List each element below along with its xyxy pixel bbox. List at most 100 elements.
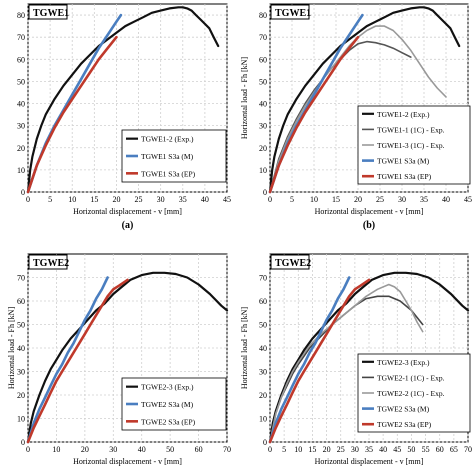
- series-line-1: [268, 6, 461, 194]
- x-tick-label: 70: [464, 445, 472, 454]
- x-tick-label: 5: [282, 445, 286, 454]
- x-tick-label: 25: [376, 195, 384, 204]
- y-tick-label: 50: [17, 77, 25, 86]
- x-tick-label: 30: [109, 445, 117, 454]
- x-axis-label: Horizontal displacement - v [mm]: [315, 207, 424, 216]
- chart-panel-4: 0 5 10 15 20 25 30 35 40 45 50 55 60 65 70 0 10 20 30 40 50 6…: [240, 253, 472, 466]
- y-tick-label: 60: [17, 297, 25, 306]
- y-tick-label: 20: [259, 391, 267, 400]
- x-tick-label: 40: [138, 445, 146, 454]
- x-tick-label: 25: [135, 195, 143, 204]
- legend-box: [121, 129, 227, 183]
- y-tick-label: 40: [17, 344, 25, 353]
- x-tick-label: 65: [450, 445, 458, 454]
- legend-label: TGWE2 S3a (M): [377, 405, 430, 414]
- y-tick-label: 10: [17, 166, 25, 175]
- x-tick-label: 15: [308, 445, 316, 454]
- chart-title: TGWE1: [33, 8, 69, 19]
- x-tick-label: 50: [166, 445, 174, 454]
- y-tick-label: 60: [17, 55, 25, 64]
- legend-label: TGWE2-2 (1C) - Exp.: [377, 389, 445, 398]
- y-tick-label: 20: [17, 144, 25, 153]
- y-tick-label: 50: [259, 77, 267, 86]
- y-tick-label: 10: [17, 415, 25, 424]
- x-tick-label: 50: [407, 445, 415, 454]
- y-tick-label: 0: [263, 188, 267, 197]
- y-tick-label: 70: [259, 33, 267, 42]
- x-tick-label: 60: [195, 445, 203, 454]
- x-tick-label: 20: [354, 195, 362, 204]
- x-tick-label: 10: [68, 195, 76, 204]
- y-axis-label: Horizontal load - Fh [kN]: [7, 307, 16, 390]
- legend-label: TGWE1 S3a (EP): [377, 172, 432, 181]
- series-line-3: [269, 283, 424, 443]
- x-tick-label: 35: [179, 195, 187, 204]
- series-line-5: [268, 278, 371, 444]
- x-tick-label: 15: [332, 195, 340, 204]
- legend-label: TGWE1-2 (Exp.): [377, 110, 430, 119]
- y-tick-label: 60: [259, 297, 267, 306]
- legend-label: TGWE1-3 (1C) - Exp.: [377, 141, 445, 150]
- title-box: [28, 4, 68, 20]
- y-tick-label: 40: [259, 100, 267, 109]
- y-axis-label: Horizontal load - Fh [kN]: [240, 57, 249, 140]
- legend-label: TGWE2-1 (1C) - Exp.: [377, 373, 445, 382]
- y-tick-label: 0: [21, 188, 25, 197]
- y-tick-label: 70: [259, 274, 267, 283]
- y-tick-label: 30: [17, 368, 25, 377]
- x-tick-label: 10: [294, 445, 302, 454]
- x-tick-label: 15: [90, 195, 98, 204]
- y-tick-label: 50: [17, 321, 25, 330]
- y-tick-label: 70: [17, 33, 25, 42]
- series-line-5: [268, 35, 360, 194]
- legend-box: [357, 105, 471, 185]
- y-tick-label: 80: [259, 11, 267, 20]
- legend-label: TGWE2-3 (Exp.): [377, 358, 430, 367]
- y-tick-label: 20: [259, 144, 267, 153]
- x-tick-label: 70: [223, 445, 231, 454]
- panel-label: (a): [122, 220, 134, 231]
- title-box: [270, 254, 310, 270]
- legend-label: TGWE1-1 (1C) - Exp.: [377, 125, 445, 134]
- y-tick-label: 30: [259, 122, 267, 131]
- y-tick-label: 70: [17, 274, 25, 283]
- legend-box: [357, 353, 471, 433]
- x-tick-label: 20: [81, 445, 89, 454]
- panel-label: (b): [363, 220, 375, 231]
- x-tick-label: 40: [379, 445, 387, 454]
- chart-panel-1: 0 5 10 15 20 25 30 35 40 45 0 10 20 30 40 50 60 70 80 TGWE1…: [17, 3, 231, 231]
- x-axis-label: Horizontal displacement - v [mm]: [73, 457, 182, 466]
- y-tick-label: 50: [259, 321, 267, 330]
- x-tick-label: 40: [201, 195, 209, 204]
- x-tick-label: 30: [398, 195, 406, 204]
- legend-label: TGWE1 S3a (EP): [141, 169, 196, 178]
- x-tick-label: 35: [420, 195, 428, 204]
- legend-label: TGWE2 S3a (EP): [141, 417, 196, 426]
- series-line-3: [26, 278, 129, 444]
- x-tick-label: 5: [290, 195, 294, 204]
- chart-title: TGWE2: [275, 258, 311, 269]
- series-line-3: [26, 35, 118, 194]
- x-axis-label: Horizontal displacement - v [mm]: [73, 207, 182, 216]
- y-tick-label: 30: [259, 368, 267, 377]
- series-line-2: [26, 276, 109, 444]
- x-tick-label: 55: [422, 445, 430, 454]
- chart-panel-2: 0 5 10 15 20 25 30 35 40 45 0 10 20 30 40 50 60 70 80 TGWE1…: [240, 3, 472, 231]
- x-tick-label: 35: [365, 445, 373, 454]
- y-axis-label: Horizontal load - Fh [kN]: [240, 307, 249, 390]
- x-tick-label: 20: [112, 195, 120, 204]
- legend-label: TGWE1-2 (Exp.): [141, 135, 194, 144]
- legend-label: TGWE2 S3a (EP): [377, 420, 432, 429]
- y-tick-label: 40: [259, 344, 267, 353]
- x-tick-label: 5: [48, 195, 52, 204]
- x-tick-label: 10: [310, 195, 318, 204]
- x-tick-label: 45: [223, 195, 231, 204]
- series-line-1: [26, 6, 220, 194]
- y-tick-label: 0: [21, 438, 25, 447]
- x-tick-label: 30: [157, 195, 165, 204]
- y-tick-label: 0: [263, 438, 267, 447]
- x-tick-label: 20: [323, 445, 331, 454]
- x-tick-label: 0: [26, 195, 30, 204]
- x-axis-label: Horizontal displacement - v [mm]: [315, 457, 424, 466]
- y-tick-label: 30: [17, 122, 25, 131]
